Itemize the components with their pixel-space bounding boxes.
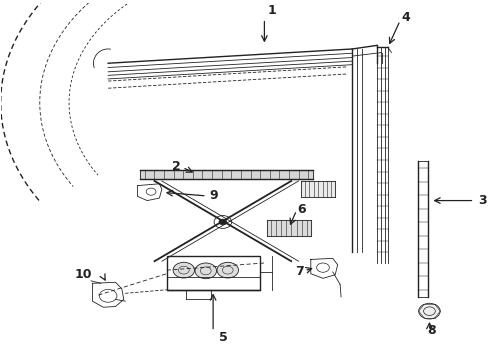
Text: 8: 8 [427,324,436,337]
Text: 3: 3 [478,194,487,207]
Text: 5: 5 [219,332,227,345]
Circle shape [419,303,440,319]
Circle shape [217,262,239,278]
Circle shape [219,219,227,225]
Text: 6: 6 [297,203,306,216]
Circle shape [214,216,232,228]
Circle shape [173,262,195,278]
Text: 7: 7 [294,265,303,278]
Text: 10: 10 [75,268,93,281]
Text: 9: 9 [210,189,219,202]
Circle shape [195,263,217,279]
Text: 4: 4 [401,11,410,24]
Text: 2: 2 [172,160,180,173]
Text: 1: 1 [268,4,276,17]
